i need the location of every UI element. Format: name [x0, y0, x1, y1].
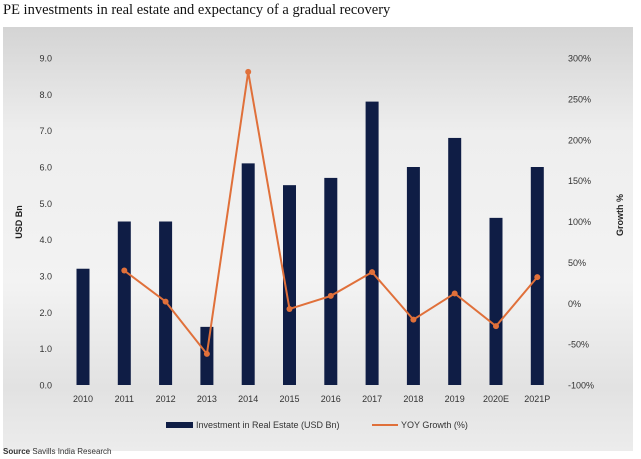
y2-tick-label: 300% [568, 54, 591, 64]
growth-point-2019 [451, 290, 458, 297]
growth-point-2015 [286, 305, 293, 312]
bar-2015 [283, 185, 296, 385]
growth-point-2012 [162, 298, 169, 305]
bar-2018 [406, 167, 420, 385]
x-tick-label: 2016 [321, 394, 341, 404]
bar-2017 [365, 101, 379, 385]
growth-point-2016 [327, 292, 334, 299]
x-tick-label: 2010 [73, 394, 93, 404]
y-tick-label: 0.0 [39, 381, 52, 391]
bar-2019 [448, 137, 462, 385]
y2-tick-label: 50% [568, 258, 586, 268]
y-tick-label: 8.0 [39, 90, 52, 100]
legend-line-label: YOY Growth (%) [401, 420, 468, 430]
y-tick-label: 4.0 [39, 235, 52, 245]
x-tick-label: 2019 [445, 394, 465, 404]
growth-point-2021P [534, 274, 541, 281]
growth-point-2014 [245, 68, 252, 75]
y-axis-title: USD Bn [14, 205, 24, 239]
y-tick-label: 3.0 [39, 272, 52, 282]
source-note: Source Savills India Research [3, 447, 112, 456]
y2-tick-label: -100% [568, 381, 594, 391]
y-tick-label: 5.0 [39, 199, 52, 209]
x-tick-label: 2018 [403, 394, 423, 404]
chart-background [3, 27, 633, 451]
y2-tick-label: 150% [568, 176, 591, 186]
y2-tick-label: 250% [568, 94, 591, 104]
bar-2010 [76, 268, 90, 385]
x-tick-label: 2011 [115, 394, 134, 404]
y-tick-label: 2.0 [39, 308, 52, 318]
bar-2011 [117, 221, 131, 385]
y2-tick-label: 200% [568, 135, 591, 145]
bar-2020E [489, 217, 503, 385]
x-tick-label: 2013 [197, 394, 217, 404]
y-tick-label: 9.0 [39, 54, 52, 64]
y-tick-label: 6.0 [39, 163, 52, 173]
growth-point-2011 [121, 267, 128, 274]
x-tick-label: 2021P [524, 394, 550, 404]
y2-axis-title: Growth % [615, 194, 625, 236]
y2-tick-label: -50% [568, 340, 589, 350]
source-text: Savills India Research [32, 447, 112, 456]
bar-2016 [324, 177, 338, 385]
bar-2014 [241, 163, 255, 385]
y-tick-label: 7.0 [39, 126, 52, 136]
y2-tick-label: 0% [568, 299, 581, 309]
x-tick-label: 2020E [483, 394, 509, 404]
y2-tick-label: 100% [568, 217, 591, 227]
growth-point-2020E [493, 323, 499, 330]
x-tick-label: 2012 [156, 394, 176, 404]
x-tick-label: 2017 [362, 394, 382, 404]
x-tick-label: 2014 [238, 394, 258, 404]
legend-bar-label: Investment in Real Estate (USD Bn) [196, 420, 340, 430]
growth-point-2018 [410, 316, 417, 323]
growth-point-2017 [369, 269, 376, 276]
x-tick-label: 2015 [279, 394, 299, 404]
source-label: Source [3, 447, 31, 456]
growth-point-2013 [203, 350, 210, 357]
legend-bar-swatch [166, 422, 193, 428]
y-tick-label: 1.0 [39, 344, 52, 354]
chart-title: PE investments in real estate and expect… [3, 2, 391, 18]
